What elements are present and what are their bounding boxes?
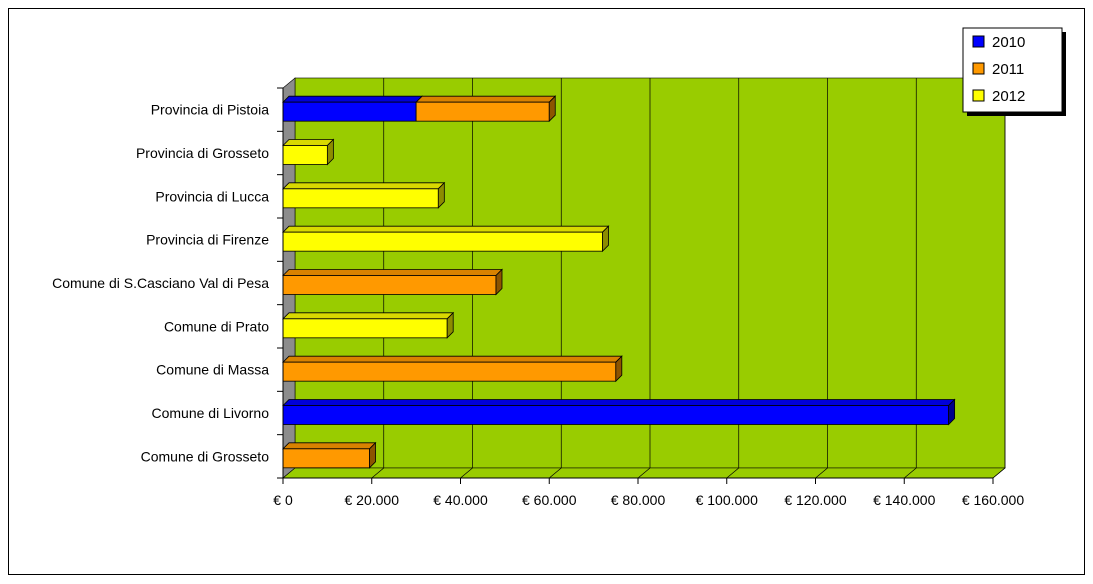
bar [282, 448, 370, 469]
x-tick-label: € 40.000 [433, 492, 488, 508]
bar-side [495, 268, 503, 296]
bar [282, 318, 448, 339]
legend-label: 2011 [992, 61, 1024, 78]
x-tick-label: € 160.000 [962, 492, 1024, 508]
bar-side [326, 138, 334, 166]
bar [282, 101, 417, 122]
category-label: Provincia di Firenze [146, 232, 269, 248]
legend-swatch [972, 62, 985, 75]
bar [282, 145, 328, 165]
category-label: Comune di Prato [164, 318, 269, 334]
bar-side [615, 355, 623, 383]
bar-top [282, 399, 956, 406]
bar-side [948, 398, 956, 426]
gridline-floor [992, 467, 1006, 479]
gridline-floor [371, 467, 384, 479]
x-tick-label: € 140.000 [873, 492, 935, 508]
legend: 2010 2011 2012 [962, 27, 1066, 116]
gridline-floor [815, 467, 828, 479]
category-label: Comune di Massa [156, 362, 269, 378]
bar-top [282, 139, 335, 146]
bar-side [369, 441, 376, 469]
x-tick-label: € 120.000 [784, 492, 846, 508]
bar [282, 231, 603, 252]
gridline-floor [460, 467, 473, 479]
bar-top [282, 95, 424, 103]
bar [415, 101, 550, 122]
bar-side [437, 181, 445, 209]
bar-side [548, 95, 556, 123]
category-label: Provincia di Grosseto [136, 145, 269, 161]
legend-swatch [972, 89, 985, 102]
bar-side [602, 225, 609, 253]
bars [282, 95, 956, 469]
bar-top [282, 225, 610, 233]
legend-label: 2012 [992, 88, 1025, 105]
gridline-floor [904, 467, 917, 479]
x-tick-label: € 80.000 [611, 492, 666, 508]
category-label: Provincia di Lucca [155, 188, 269, 204]
bar-top [282, 312, 455, 320]
bar [282, 361, 617, 382]
gridline-floor [726, 467, 739, 479]
x-tick-label: € 100.000 [696, 492, 758, 508]
bar-top [282, 442, 377, 450]
bar [282, 188, 439, 209]
bar-side [446, 311, 454, 339]
legend-swatch [972, 35, 985, 48]
x-tick-label: € 20.000 [345, 492, 400, 508]
category-label: Comune di S.Casciano Val di Pesa [52, 275, 269, 291]
category-label: Provincia di Pistoia [151, 102, 269, 118]
legend-label: 2010 [992, 34, 1025, 51]
bar [282, 405, 950, 425]
bar-top [415, 95, 557, 103]
gridline-floor [549, 467, 562, 479]
x-tick-label: € 60.000 [522, 492, 577, 508]
bar-top [282, 355, 623, 363]
axes: Provincia di Pistoia Provincia di Grosset… [52, 87, 1024, 508]
category-label: Comune di Grosseto [141, 448, 270, 464]
x-tick-label: € 0 [273, 492, 293, 508]
bar-top [282, 182, 446, 190]
gridline-floor [637, 467, 651, 479]
bar-top [282, 269, 503, 276]
bar [282, 275, 497, 295]
category-label: Comune di Livorno [151, 405, 269, 421]
